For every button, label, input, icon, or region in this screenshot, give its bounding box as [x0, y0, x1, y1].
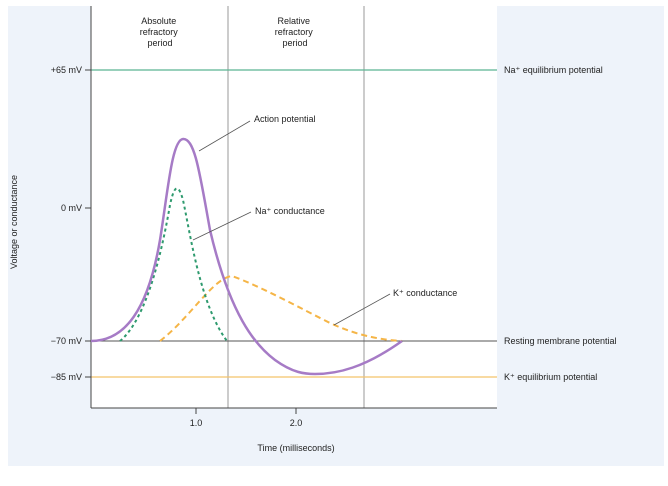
action-potential-curve: [90, 137, 403, 376]
na-conductance-label: Na⁺ conductance: [255, 206, 325, 216]
resting-potential-label: Resting membrane potential: [504, 336, 617, 346]
x-tick-label: 1.0: [190, 418, 203, 428]
action-potential-leader: [198, 120, 251, 152]
y-tick-label: +65 mV: [51, 65, 82, 75]
k-conductance-curve: [159, 274, 403, 342]
na-conductance-leader: [192, 211, 252, 241]
absolute-refractory-label: Absolute refractory period: [140, 16, 181, 48]
na-conductance-curve: [119, 187, 228, 342]
y-tick-label: 0 mV: [61, 203, 82, 213]
k-conductance-leader: [333, 293, 391, 326]
k-equilibrium-label: K⁺ equilibrium potential: [504, 372, 597, 382]
na-equilibrium-label: Na⁺ equilibrium potential: [504, 65, 603, 75]
x-tick-label: 2.0: [290, 418, 303, 428]
x-axis-title: Time (milliseconds): [257, 443, 334, 453]
y-axis-title: Voltage or conductance: [9, 175, 19, 269]
relative-refractory-label: Relative refractory period: [275, 16, 316, 48]
y-tick-label: −70 mV: [51, 336, 82, 346]
k-conductance-label: K⁺ conductance: [393, 288, 457, 298]
action-potential-label: Action potential: [254, 114, 316, 124]
y-tick-label: −85 mV: [51, 372, 82, 382]
